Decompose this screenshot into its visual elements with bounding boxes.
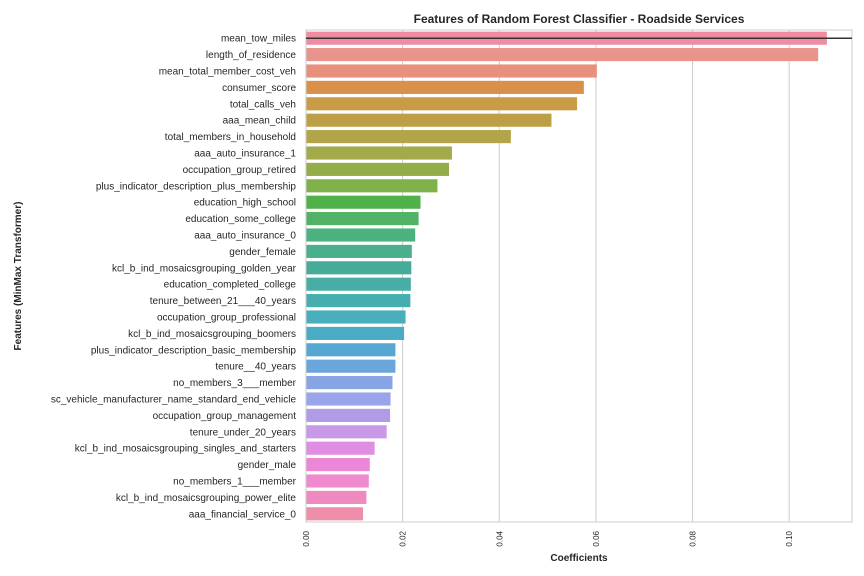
y-tick-label: gender_male: [238, 460, 297, 471]
bar: [306, 130, 511, 144]
bar: [306, 474, 369, 488]
y-tick-label: mean_total_member_cost_veh: [159, 67, 296, 78]
y-tick-label: total_calls_veh: [230, 99, 296, 110]
y-tick-label: aaa_financial_service_0: [189, 509, 297, 520]
bar: [306, 195, 421, 209]
bar: [306, 359, 396, 373]
bar: [306, 244, 412, 258]
bar: [306, 80, 584, 94]
x-axis-title: Coefficients: [550, 553, 608, 564]
bar: [306, 277, 411, 291]
bar: [306, 408, 391, 422]
bar: [306, 179, 438, 193]
bar: [306, 97, 578, 111]
y-tick-label: kcl_b_ind_mosaicsgrouping_golden_year: [112, 263, 297, 274]
y-tick-label: sc_vehicle_manufacturer_name_standard_en…: [51, 395, 297, 406]
y-tick-label: mean_tow_miles: [221, 34, 296, 45]
y-tick-label: aaa_auto_insurance_1: [194, 149, 296, 160]
bar: [306, 376, 393, 390]
x-tick-label: 0.08: [689, 530, 698, 546]
y-tick-label: occupation_group_retired: [183, 165, 296, 176]
bar: [306, 261, 412, 275]
bar: [306, 343, 396, 357]
x-tick-label: 0.10: [785, 530, 794, 546]
bar: [306, 146, 452, 160]
bars: [306, 31, 827, 521]
y-tick-label: occupation_group_professional: [157, 313, 296, 324]
bar: [306, 441, 375, 455]
bar: [306, 113, 552, 127]
y-tick-label: kcl_b_ind_mosaicsgrouping_singles_and_st…: [75, 444, 296, 455]
bar: [306, 310, 406, 324]
y-tick-label: gender_female: [229, 247, 296, 258]
y-tick-label: kcl_b_ind_mosaicsgrouping_boomers: [128, 329, 296, 340]
y-tick-labels: mean_tow_miles length_of_residence mean_to…: [51, 34, 297, 521]
y-tick-label: no_members_1___member: [173, 477, 297, 488]
y-axis-title: Features (MinMax Transformer): [13, 202, 24, 351]
y-tick-label: education_some_college: [185, 214, 296, 225]
y-tick-label: plus_indicator_description_basic_members…: [91, 345, 297, 356]
bar: [306, 228, 416, 242]
bar: [306, 294, 411, 308]
y-tick-label: plus_indicator_description_plus_membersh…: [96, 181, 297, 192]
y-tick-label: no_members_3___member: [173, 378, 297, 389]
bar: [306, 162, 450, 176]
y-tick-label: total_members_in_household: [165, 132, 296, 143]
y-tick-label: tenure_between_21___40_years: [150, 296, 296, 307]
y-tick-label: kcl_b_ind_mosaicsgrouping_power_elite: [116, 493, 297, 504]
y-tick-label: tenure_under_20_years: [190, 427, 296, 438]
y-tick-label: tenure__40_years: [215, 362, 296, 373]
x-tick-label: 0.02: [399, 530, 408, 546]
y-tick-label: consumer_score: [222, 83, 296, 94]
bar: [306, 507, 364, 521]
bar: [306, 48, 819, 62]
x-tick-label: 0.04: [495, 530, 504, 546]
y-tick-label: education_high_school: [194, 198, 296, 209]
bar: [306, 490, 367, 504]
y-tick-label: occupation_group_management: [153, 411, 297, 422]
y-tick-label: education_completed_college: [164, 280, 297, 291]
y-tick-label: aaa_mean_child: [223, 116, 296, 127]
y-tick-label: aaa_auto_insurance_0: [194, 231, 296, 242]
bar: [306, 392, 391, 406]
bar: [306, 212, 419, 226]
bar: [306, 458, 370, 472]
bar: [306, 64, 597, 78]
bar: [306, 326, 405, 340]
x-tick-label: 0.00: [302, 530, 311, 546]
plot-frame: [305, 29, 853, 523]
x-tick-labels: 0.00 0.02 0.04 0.06 0.08 0.10: [302, 530, 794, 546]
chart-title: Features of Random Forest Classifier - R…: [414, 12, 745, 26]
y-tick-label: length_of_residence: [206, 50, 297, 61]
x-tick-label: 0.06: [592, 530, 601, 546]
bar: [306, 425, 387, 439]
